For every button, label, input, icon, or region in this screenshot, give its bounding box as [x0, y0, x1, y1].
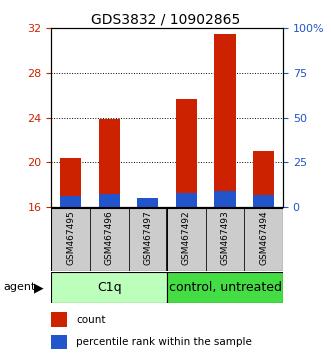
Text: GSM467494: GSM467494	[259, 211, 268, 266]
Text: GSM467493: GSM467493	[220, 211, 230, 266]
Text: GSM467497: GSM467497	[143, 211, 152, 266]
Bar	[214, 192, 236, 207]
Text: ▶: ▶	[34, 281, 44, 294]
Bar	[60, 196, 81, 207]
Bar	[99, 119, 120, 207]
Text: GSM467495: GSM467495	[66, 211, 75, 266]
Text: GDS3832 / 10902865: GDS3832 / 10902865	[91, 12, 240, 27]
Bar	[253, 195, 274, 207]
Bar	[51, 208, 90, 271]
Text: GSM467492: GSM467492	[182, 211, 191, 266]
Bar	[167, 272, 283, 303]
Bar	[51, 313, 67, 326]
Bar	[51, 272, 167, 303]
Bar	[214, 34, 236, 207]
Text: agent: agent	[3, 282, 36, 292]
Bar	[137, 204, 159, 207]
Text: C1q: C1q	[97, 281, 121, 293]
Bar	[176, 193, 197, 207]
Bar	[176, 99, 197, 207]
Bar	[244, 208, 283, 271]
Text: percentile rank within the sample: percentile rank within the sample	[76, 337, 252, 348]
Bar	[128, 208, 167, 271]
Bar	[90, 208, 128, 271]
Bar	[99, 194, 120, 207]
Text: GSM467496: GSM467496	[105, 211, 114, 266]
Bar	[167, 208, 206, 271]
Text: control, untreated: control, untreated	[168, 281, 282, 293]
Bar	[253, 151, 274, 207]
Bar	[51, 335, 67, 349]
Bar	[137, 198, 159, 207]
Bar	[60, 158, 81, 207]
Text: count: count	[76, 315, 106, 325]
Bar	[206, 208, 244, 271]
